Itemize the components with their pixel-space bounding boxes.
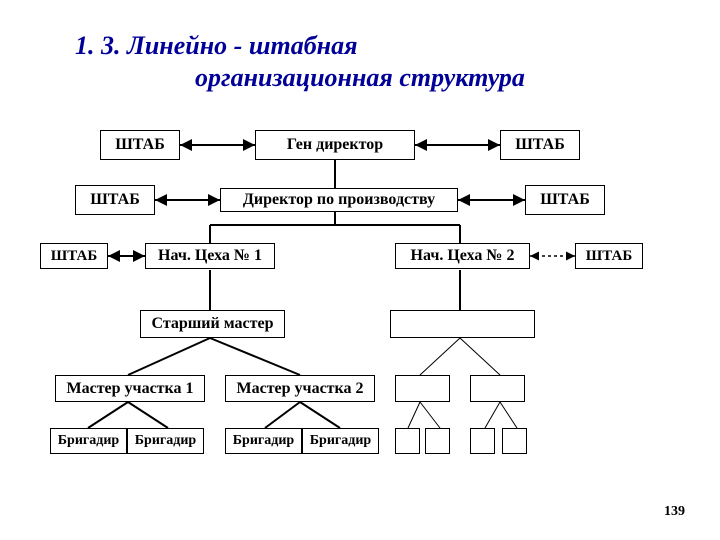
master-1-box: Мастер участка 1 — [55, 375, 205, 402]
brigadier-1: Бригадир — [50, 428, 127, 454]
staff-box-l2-left: ШТАБ — [75, 185, 155, 215]
senior-master-box: Старший мастер — [140, 310, 285, 338]
empty-brig-3 — [470, 428, 495, 454]
staff-box-l1-right: ШТАБ — [500, 130, 580, 160]
staff-box-l3-left: ШТАБ — [40, 243, 108, 269]
brigadier-2: Бригадир — [127, 428, 204, 454]
empty-senior-box — [390, 310, 535, 338]
staff-box-l1-left: ШТАБ — [100, 130, 180, 160]
shop-head-1-box: Нач. Цеха № 1 — [145, 243, 275, 269]
brigadier-3: Бригадир — [225, 428, 302, 454]
prod-director-box: Директор по производству — [220, 188, 458, 212]
staff-box-l3-right: ШТАБ — [575, 243, 643, 269]
empty-master-2 — [470, 375, 525, 402]
title-line-2: организационная структура — [195, 62, 525, 93]
gen-director-box: Ген директор — [255, 130, 415, 160]
staff-box-l2-right: ШТАБ — [525, 185, 605, 215]
page-number: 139 — [664, 504, 685, 520]
empty-brig-4 — [502, 428, 527, 454]
empty-master-1 — [395, 375, 450, 402]
empty-brig-2 — [425, 428, 450, 454]
shop-head-2-box: Нач. Цеха № 2 — [395, 243, 530, 269]
master-2-box: Мастер участка 2 — [225, 375, 375, 402]
brigadier-4: Бригадир — [302, 428, 379, 454]
title-line-1: 1. 3. Линейно - штабная — [75, 30, 358, 61]
empty-brig-1 — [395, 428, 420, 454]
